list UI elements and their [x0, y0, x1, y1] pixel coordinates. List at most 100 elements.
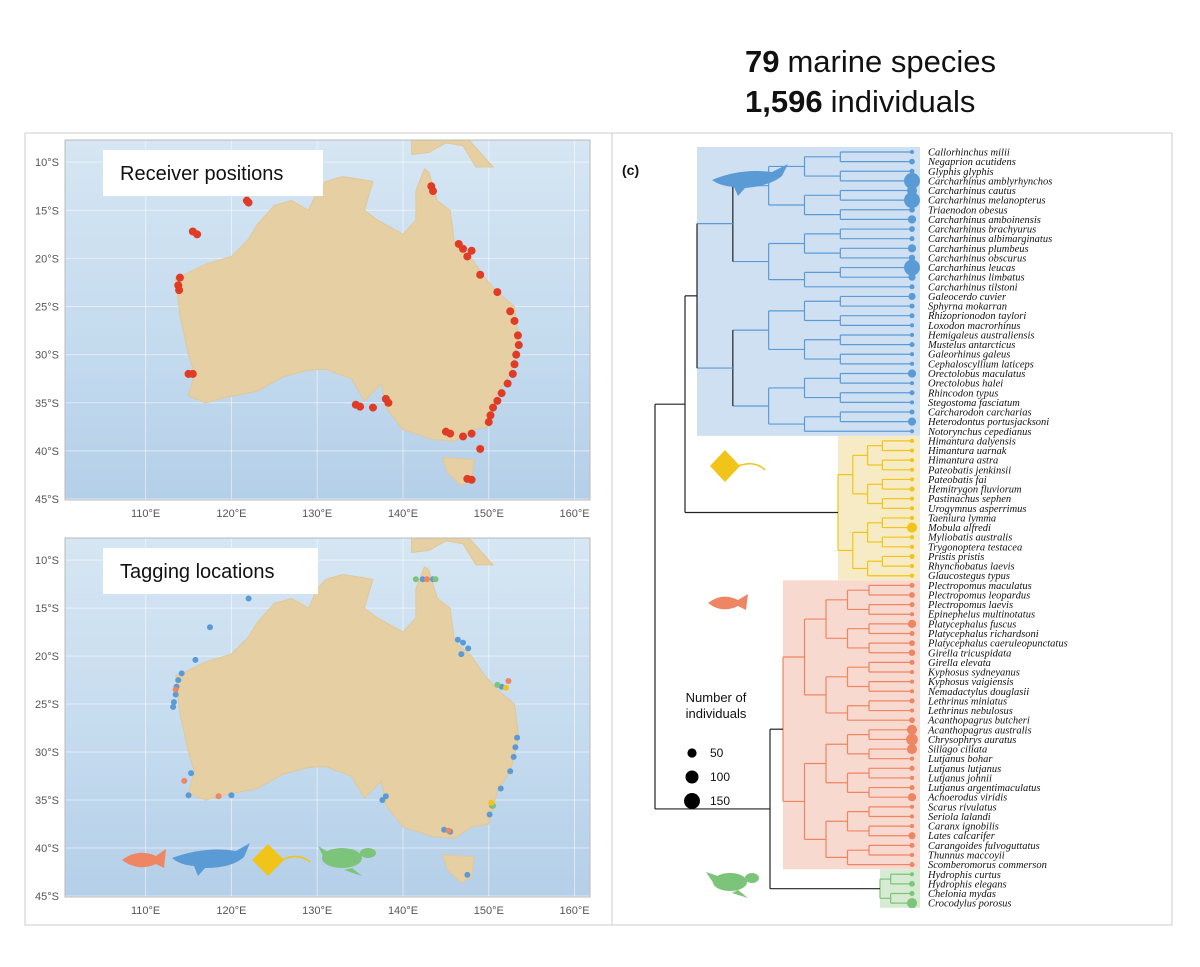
- individuals-dot: [908, 254, 916, 262]
- location-point: [356, 402, 365, 411]
- x-tick-label: 140°E: [388, 905, 418, 917]
- map-content: [65, 538, 590, 897]
- individuals-dot: [909, 448, 915, 453]
- location-point: [215, 793, 222, 800]
- species-label: Plectropomus laevis: [927, 600, 1013, 611]
- map-content: [65, 140, 590, 500]
- species-label: Lutjanus lutjanus: [927, 764, 1001, 775]
- species-label: Sillago ciliata: [928, 745, 987, 756]
- species-label: Orectolobus maculatus: [928, 369, 1025, 380]
- land: [411, 538, 495, 566]
- individuals-dot: [909, 553, 915, 559]
- species-label: Himantura astra: [927, 456, 998, 467]
- location-point: [175, 273, 184, 282]
- location-point: [512, 350, 521, 359]
- species-label: Plectropomus maculatus: [927, 581, 1032, 592]
- location-point: [454, 636, 461, 643]
- individuals-dot: [909, 477, 915, 482]
- species-label: Triaenodon obesus: [928, 205, 1008, 216]
- individuals-count: 1,596: [745, 84, 823, 119]
- location-point: [446, 429, 455, 438]
- land: [175, 566, 520, 839]
- species-label: Carcharhinus tilstoni: [928, 282, 1018, 293]
- species-label: Himantura uarnak: [927, 446, 1007, 457]
- y-tick-label: 35°S: [35, 795, 59, 807]
- location-point: [244, 198, 253, 207]
- location-point: [175, 286, 184, 295]
- species-label: Kyphosus vaigiensis: [927, 677, 1013, 688]
- individuals-dot: [909, 496, 915, 501]
- turtle-icon: [706, 872, 759, 898]
- species-label: Trygonoptera testacea: [928, 542, 1022, 553]
- individuals-text: individuals: [831, 84, 976, 119]
- location-point: [175, 677, 182, 684]
- individuals-dot: [909, 862, 915, 868]
- location-point: [465, 645, 472, 652]
- land: [175, 168, 520, 442]
- species-label: Lutjanus bohar: [927, 754, 993, 765]
- location-point: [459, 432, 468, 441]
- individuals-dot: [909, 236, 915, 242]
- shark-icon: [712, 164, 788, 196]
- location-point: [172, 686, 179, 693]
- location-point: [476, 270, 485, 279]
- location-point: [464, 871, 471, 878]
- species-label: Epinephelus multinotatus: [927, 610, 1035, 621]
- species-label: Mustelus antarcticus: [927, 340, 1015, 351]
- location-point: [424, 576, 431, 583]
- species-label: Orectolobus halei: [928, 379, 1003, 390]
- location-point: [192, 656, 199, 663]
- y-tick-label: 20°S: [35, 651, 59, 663]
- individuals-dot: [908, 649, 916, 657]
- species-label: Callorhinchus milii: [928, 148, 1010, 159]
- location-point: [467, 475, 476, 484]
- map-panel: 110°E 120°E 130°E 140°E 150°E 160°E 10°S 15°S 20…: [35, 139, 591, 520]
- label-box: [103, 150, 323, 196]
- location-point: [493, 396, 502, 405]
- tree-frame: [611, 132, 1173, 926]
- species-label: Chelonia mydas: [928, 889, 996, 900]
- y-tick-label: 15°S: [35, 603, 59, 615]
- species-label: Pristis pristis: [927, 552, 984, 563]
- legend-label: 150: [710, 794, 730, 808]
- species-label: Loxodon macrorhinus: [927, 321, 1020, 332]
- location-point: [185, 792, 192, 799]
- location-point: [503, 379, 512, 388]
- individuals-dot: [909, 785, 915, 791]
- individuals-dot: [909, 880, 915, 887]
- species-label: Myliobatis australis: [927, 533, 1012, 544]
- location-point: [467, 429, 476, 438]
- location-point: [170, 699, 177, 706]
- individuals-dot: [909, 361, 915, 366]
- y-tick-label: 25°S: [35, 699, 59, 711]
- location-point: [459, 244, 468, 253]
- individuals-dot: [906, 744, 918, 755]
- individuals-dot: [909, 284, 915, 290]
- location-point: [513, 331, 522, 340]
- species-label: Rhizoprionodon taylori: [927, 311, 1026, 322]
- location-point: [384, 398, 393, 407]
- location-point: [486, 411, 495, 420]
- y-tick-label: 10°S: [35, 157, 59, 169]
- individuals-dot: [907, 369, 917, 378]
- species-label: Carcharhinus cautus: [928, 186, 1016, 197]
- x-tick-label: 130°E: [302, 508, 332, 520]
- individuals-dot: [909, 564, 915, 569]
- species-label: Carcharhinus obscurus: [928, 253, 1026, 264]
- individuals-dot: [909, 381, 915, 386]
- x-tick-label: 110°E: [131, 508, 160, 520]
- individuals-dot: [909, 582, 915, 588]
- species-text: marine species: [787, 44, 995, 79]
- individuals-dot: [904, 192, 920, 209]
- header-line: 79 marine species: [745, 44, 996, 79]
- species-label: Scarus rivulatus: [928, 802, 997, 813]
- location-point: [507, 768, 514, 775]
- individuals-dot: [909, 573, 915, 578]
- species-label: Himantura dalyensis: [927, 436, 1016, 447]
- location-point: [419, 576, 426, 583]
- individuals-dot: [909, 544, 915, 549]
- individuals-dot: [909, 429, 915, 434]
- individuals-dot: [909, 689, 915, 694]
- x-tick-label: 150°E: [474, 905, 504, 917]
